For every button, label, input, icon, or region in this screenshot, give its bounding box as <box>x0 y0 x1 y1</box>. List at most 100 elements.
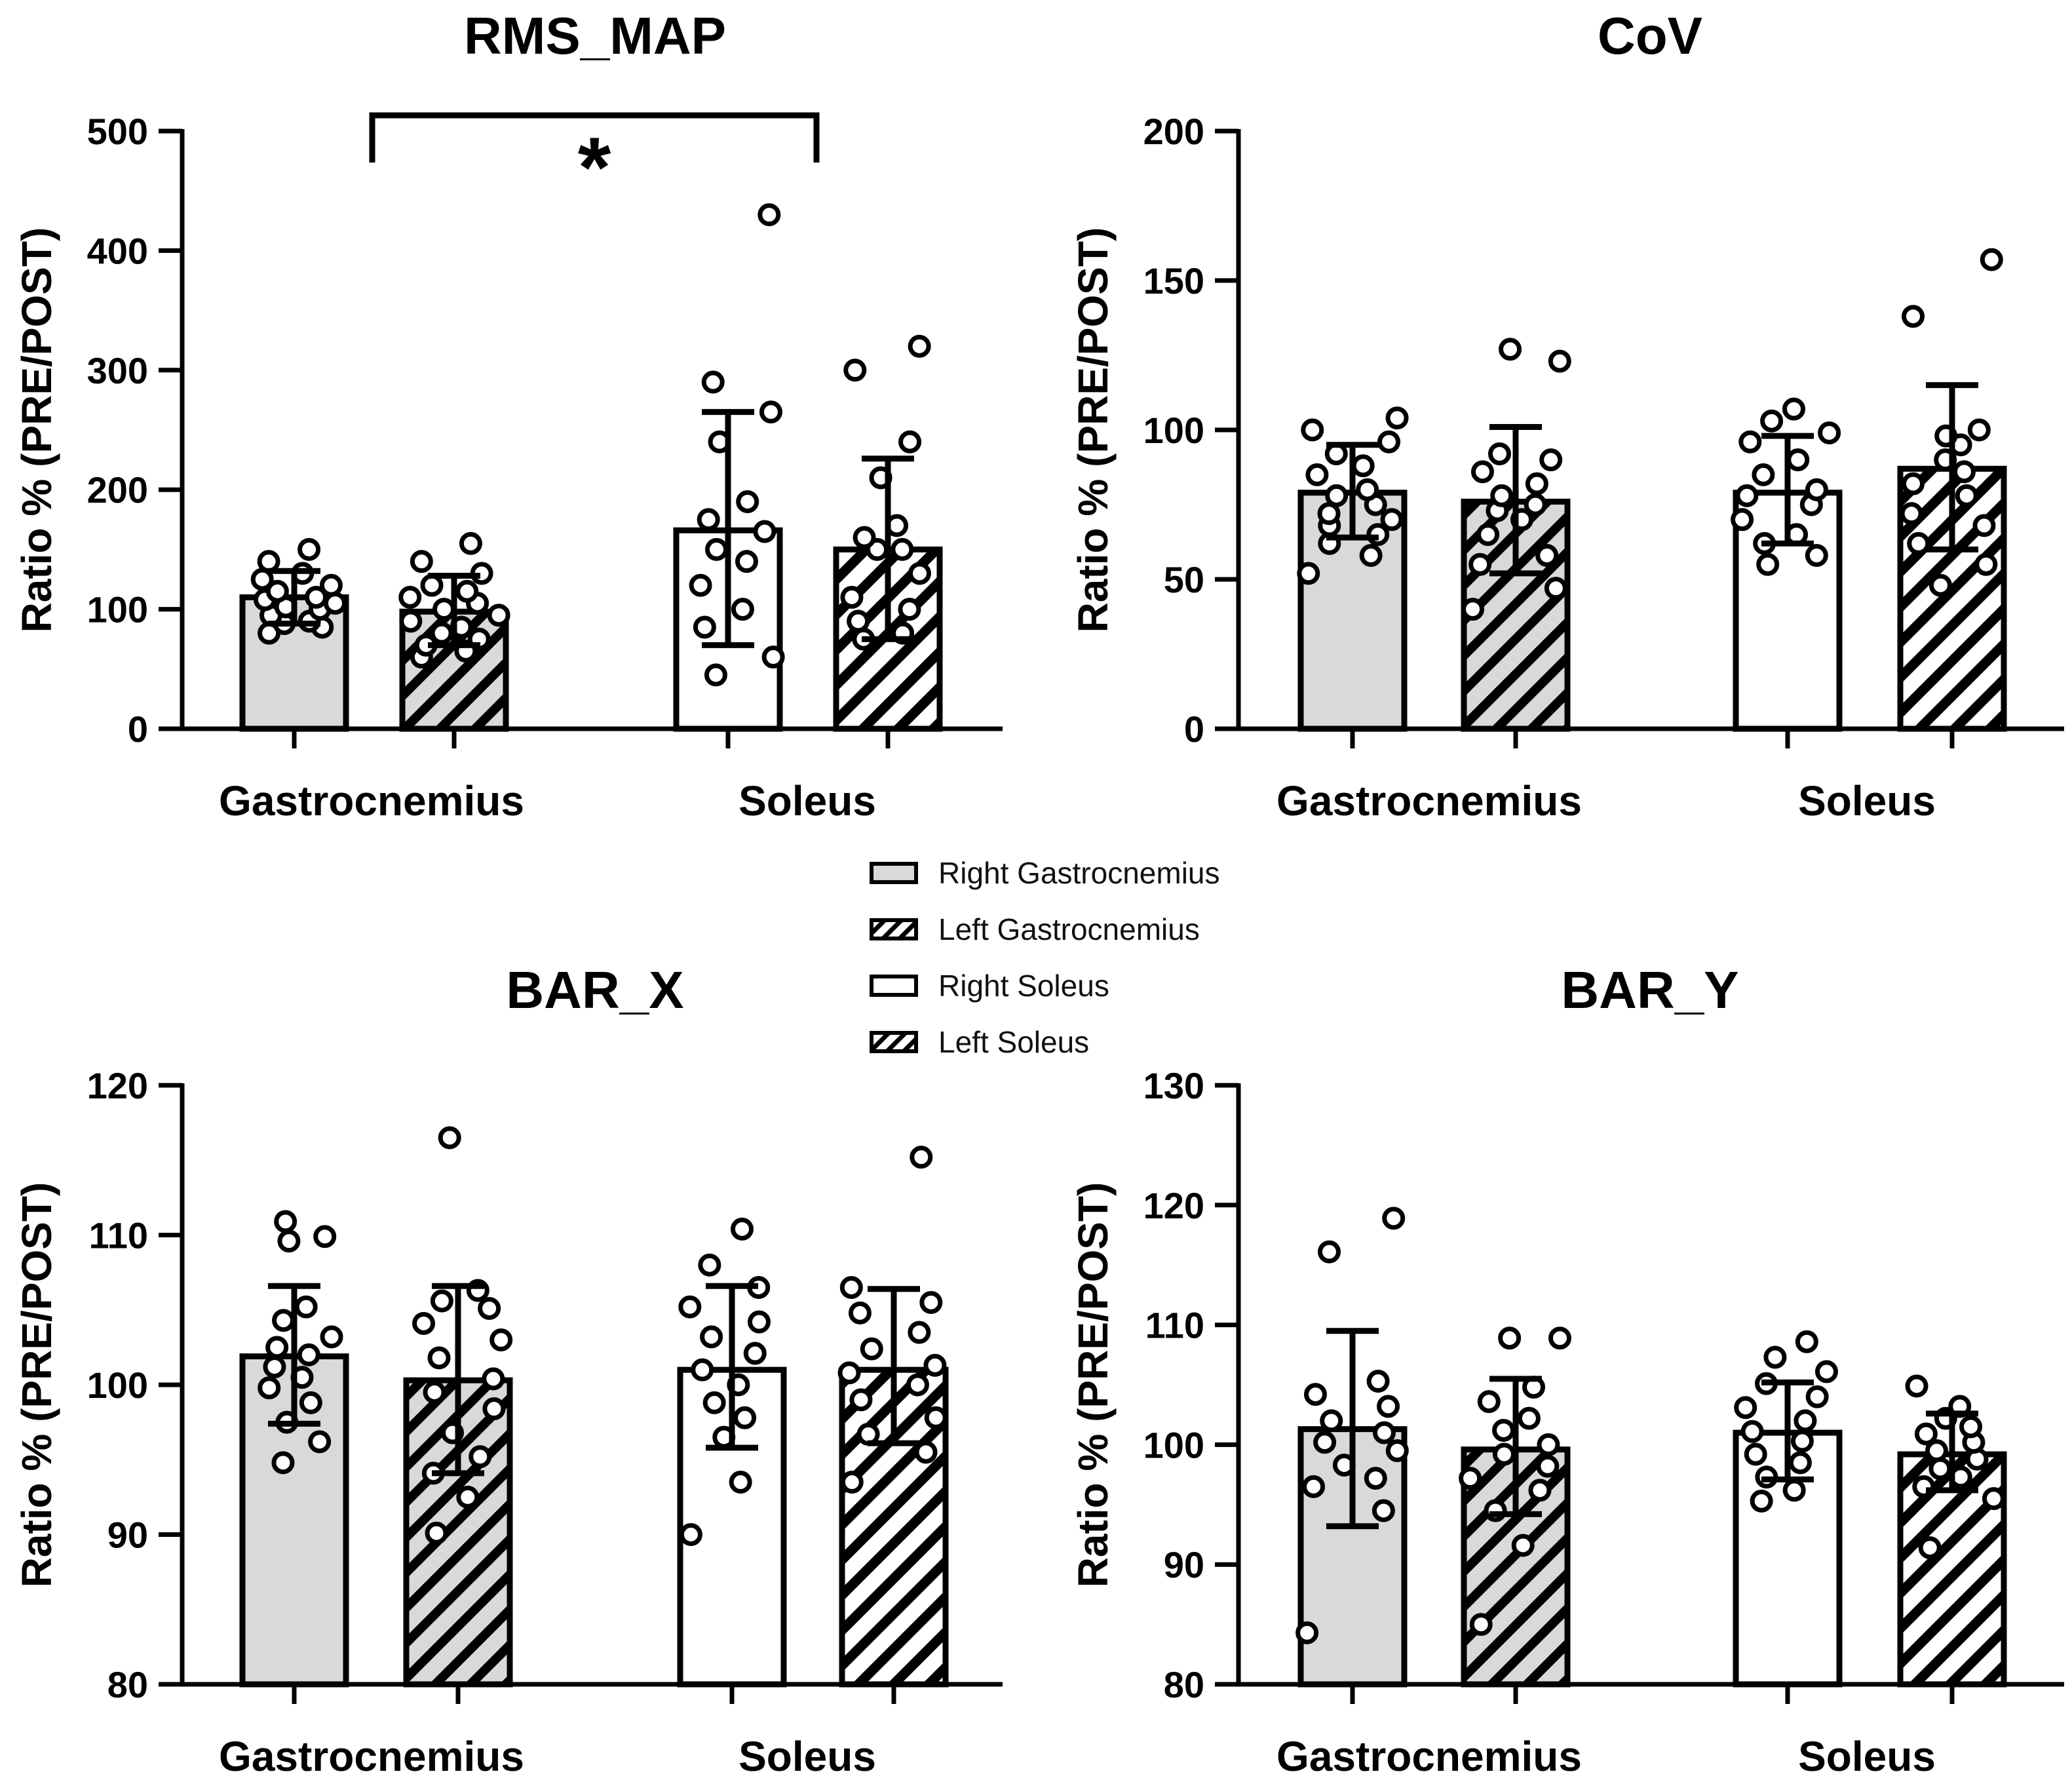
data-point <box>482 1367 505 1391</box>
y-tick-label: 50 <box>1164 559 1204 600</box>
data-point <box>489 1328 513 1351</box>
data-point <box>427 1346 451 1370</box>
bar-group <box>1897 248 2007 748</box>
bar-group <box>673 203 785 748</box>
data-point <box>1380 508 1404 532</box>
data-point <box>1760 409 1784 433</box>
data-point <box>1356 478 1379 501</box>
x-category-label: Soleus <box>1798 777 1936 824</box>
significance-bracket: * <box>369 112 820 215</box>
data-point <box>323 591 347 615</box>
data-point <box>263 1355 286 1379</box>
legend-swatch <box>870 1031 918 1053</box>
data-point <box>1476 523 1500 547</box>
data-point <box>898 598 921 621</box>
y-tick-label: 200 <box>1143 111 1204 152</box>
data-point <box>1544 577 1567 600</box>
data-point <box>1805 478 1828 501</box>
x-category-label: Soleus <box>739 1733 876 1780</box>
y-tick-label: 110 <box>89 1215 148 1256</box>
data-point <box>1928 1457 1952 1480</box>
data-point <box>1918 1536 1942 1560</box>
data-point <box>1511 1534 1535 1557</box>
data-point <box>1372 1421 1396 1444</box>
data-point <box>1490 484 1514 507</box>
data-point <box>1734 1396 1757 1420</box>
data-point <box>843 358 867 382</box>
data-point <box>1756 552 1780 576</box>
data-point <box>761 646 785 669</box>
data-point <box>1377 430 1401 454</box>
data-point <box>698 1253 721 1277</box>
data-point <box>1735 484 1759 507</box>
data-point <box>1487 442 1511 465</box>
y-tick-label: 90 <box>1164 1544 1204 1585</box>
y-tick-label: 300 <box>87 350 148 391</box>
data-point <box>1967 418 1991 442</box>
bracket-line <box>369 112 820 163</box>
data-point <box>733 1406 757 1429</box>
scatter-points <box>1297 406 1409 585</box>
scatter-points <box>840 334 931 651</box>
y-tick-label: 90 <box>107 1515 148 1556</box>
data-point <box>923 1353 947 1377</box>
data-point <box>906 1373 929 1397</box>
data-point <box>853 526 876 549</box>
data-point <box>423 1380 446 1404</box>
data-point <box>459 532 482 555</box>
data-point <box>265 1336 289 1359</box>
data-point <box>736 490 759 513</box>
data-point <box>847 609 870 633</box>
data-point <box>1385 1439 1409 1463</box>
data-point <box>297 1343 320 1366</box>
data-point <box>1301 418 1324 442</box>
data-point <box>729 1471 752 1494</box>
data-point <box>679 1523 702 1546</box>
significance-star: * <box>578 119 611 215</box>
x-category-label: Gastrocnemius <box>1276 1733 1582 1780</box>
chart-panel-bar_y: BAR_Y Ratio % (PRE/POST) 80 90 100 110 120 130 G… <box>1069 961 2064 1780</box>
y-axis-label: Ratio % (PRE/POST) <box>13 1182 60 1588</box>
data-point <box>678 1295 702 1319</box>
data-point <box>1905 1374 1928 1398</box>
bar-group <box>398 532 510 748</box>
data-point <box>1731 508 1754 532</box>
scatter-points <box>689 203 785 687</box>
bar-group <box>1897 1374 2007 1704</box>
y-tick-label: 0 <box>128 708 148 750</box>
chart-title: BAR_Y <box>1561 961 1738 1019</box>
data-point <box>1468 552 1492 576</box>
data-point <box>1925 1439 1948 1463</box>
data-point <box>1320 1409 1343 1433</box>
y-tick-label: 100 <box>87 1364 148 1406</box>
x-category-label: Soleus <box>739 777 876 824</box>
data-point <box>1959 1415 1982 1439</box>
data-point <box>271 1451 295 1475</box>
data-point <box>1377 1395 1400 1418</box>
data-point <box>438 1126 461 1150</box>
data-point <box>891 537 914 561</box>
scatter-points <box>1461 338 1571 621</box>
data-point <box>1744 1442 1767 1466</box>
scatter-points <box>837 1146 948 1494</box>
data-point <box>1805 1385 1829 1408</box>
chart-panel-bar_x: BAR_X Ratio % (PRE/POST) 80 90 100 110 120 Gast… <box>13 961 1003 1780</box>
data-point <box>1952 460 1976 484</box>
data-point <box>469 1445 492 1469</box>
bar-group <box>677 1217 787 1704</box>
data-point <box>1303 1383 1327 1406</box>
data-point <box>735 550 758 573</box>
y-tick-label: 100 <box>1143 410 1204 451</box>
bar-group <box>239 1210 349 1704</box>
data-point <box>410 550 433 573</box>
legend-swatch <box>870 918 918 940</box>
data-point <box>1907 532 1930 555</box>
y-tick-label: 80 <box>107 1664 148 1705</box>
data-point <box>1740 1420 1764 1443</box>
bar-group <box>403 1126 513 1704</box>
data-point <box>840 585 864 609</box>
data-point <box>1385 406 1409 430</box>
data-point <box>702 1391 726 1414</box>
data-point <box>1928 573 1952 597</box>
data-point <box>908 1321 931 1344</box>
